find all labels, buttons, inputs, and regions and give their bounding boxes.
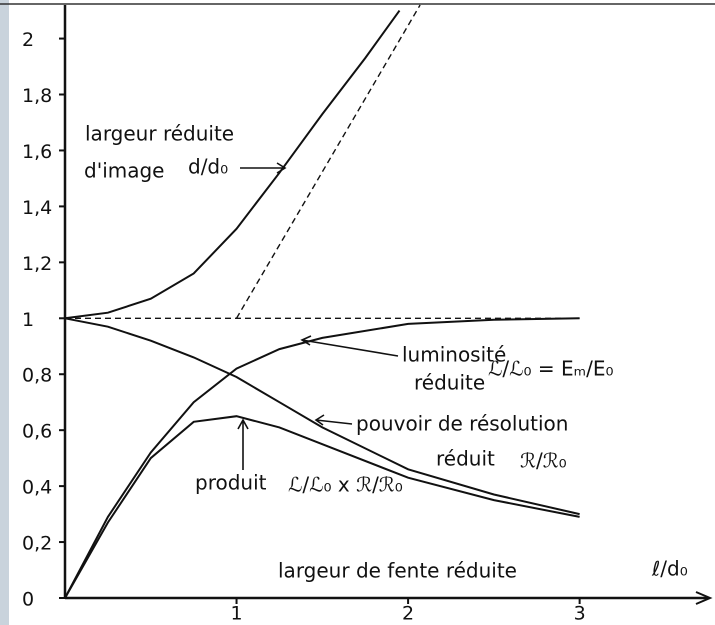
- y-tick-label: 2: [22, 29, 34, 51]
- y-tick-label: 1,6: [22, 141, 52, 163]
- annotation: ℒ/ℒ₀ = Eₘ/E₀: [488, 357, 614, 381]
- series-line: [64, 10, 401, 320]
- y-tick-label: 1,8: [22, 85, 52, 107]
- series-line: [64, 415, 580, 599]
- y-tick-label: 0,4: [22, 477, 52, 499]
- annotation: ℒ/ℒ₀ x ℛ/ℛ₀: [288, 473, 403, 497]
- y-tick-label: 0,6: [22, 421, 52, 443]
- annotation: d'image: [84, 159, 165, 183]
- annotation: d/d₀: [188, 155, 228, 179]
- annotation: largeur de fente réduite: [278, 559, 517, 583]
- y-tick-label: 1: [22, 309, 34, 331]
- series-line: [64, 317, 580, 516]
- annotation: largeur réduite: [85, 122, 234, 146]
- x-tick-label: 1: [230, 603, 242, 625]
- y-tick-label: 0,2: [22, 533, 52, 555]
- annotation: réduite: [414, 371, 485, 395]
- x-tick-label: 2: [402, 603, 414, 625]
- y-tick-label: 0,8: [22, 365, 52, 387]
- annotation: ℓ/d₀: [651, 557, 688, 581]
- annotation: réduit: [436, 447, 495, 471]
- series-line: [235, 4, 421, 319]
- arrows: [237, 162, 399, 470]
- y-tick-label: 0: [22, 589, 34, 611]
- annotation: pouvoir de résolution: [356, 412, 568, 436]
- left-strip: [0, 0, 9, 625]
- annotation: luminosité: [402, 343, 506, 367]
- x-tick-label: 3: [574, 603, 586, 625]
- x-axis-arrow: [695, 591, 713, 605]
- arrow: [314, 414, 353, 426]
- series-line: [64, 317, 580, 599]
- arrow: [237, 418, 249, 470]
- arrow: [300, 335, 399, 357]
- annotation: produit: [195, 471, 267, 495]
- annotation: ℛ/ℛ₀: [520, 449, 567, 473]
- y-tick-label: 1,4: [22, 197, 52, 219]
- y-tick-label: 1,2: [22, 253, 52, 275]
